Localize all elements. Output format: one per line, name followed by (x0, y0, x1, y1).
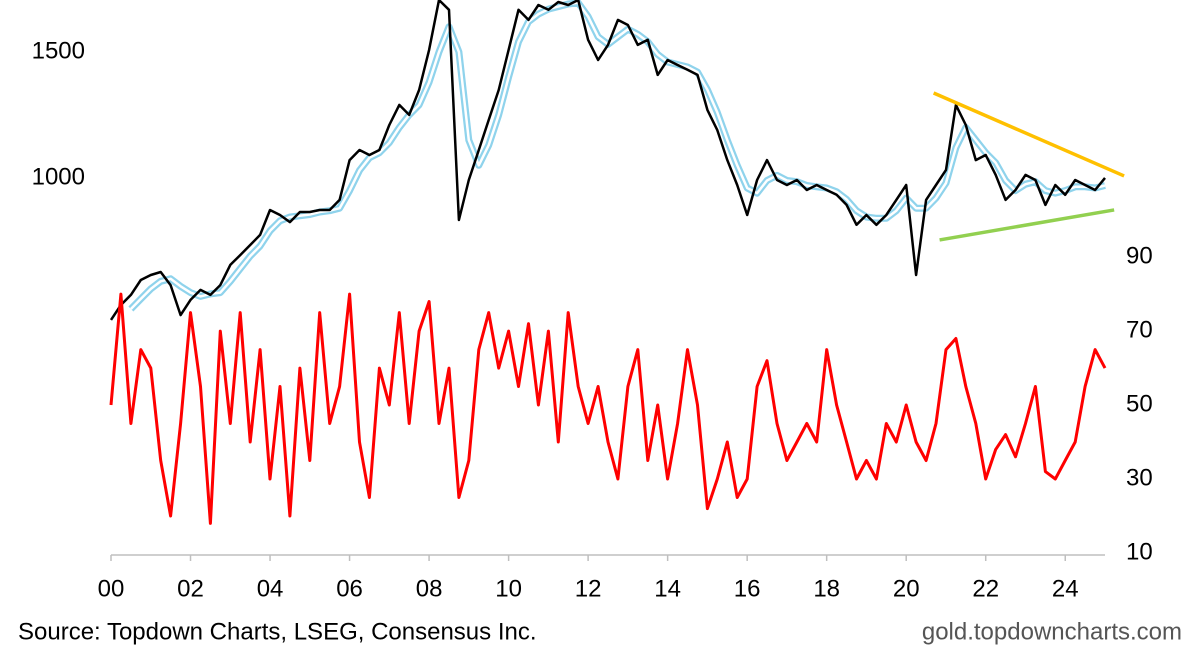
x-tick-label: 08 (416, 575, 443, 602)
x-tick-label: 02 (177, 575, 204, 602)
x-tick-label: 14 (654, 575, 681, 602)
x-tick-label: 04 (257, 575, 284, 602)
x-tick-label: 16 (734, 575, 761, 602)
y2-tick-label: 50 (1126, 390, 1153, 417)
x-tick-label: 20 (893, 575, 920, 602)
y2-tick-label: 30 (1126, 464, 1153, 491)
x-tick-label: 00 (98, 575, 125, 602)
x-tick-label: 22 (972, 575, 999, 602)
sentiment (109, 292, 1107, 525)
x-tick-label: 18 (813, 575, 840, 602)
y-tick-label: 1500 (32, 37, 85, 64)
trend-line (939, 208, 1115, 242)
y2-tick-label: 90 (1126, 242, 1153, 269)
y2-tick-label: 70 (1126, 316, 1153, 343)
x-tick-label: 06 (336, 575, 363, 602)
gold-price (109, 0, 1106, 321)
x-tick-label: 10 (495, 575, 522, 602)
moving-average-center (130, 1, 1106, 310)
trend-line (932, 91, 1125, 178)
website: gold.topdowncharts.com (922, 618, 1182, 645)
y-tick-label: 1000 (32, 163, 85, 190)
source: Source: Topdown Charts, LSEG, Consensus … (18, 618, 537, 645)
x-tick-label: 12 (575, 575, 602, 602)
x-tick-label: 24 (1052, 575, 1079, 602)
moving-average (128, 0, 1106, 312)
y2-tick-label: 10 (1126, 538, 1153, 565)
